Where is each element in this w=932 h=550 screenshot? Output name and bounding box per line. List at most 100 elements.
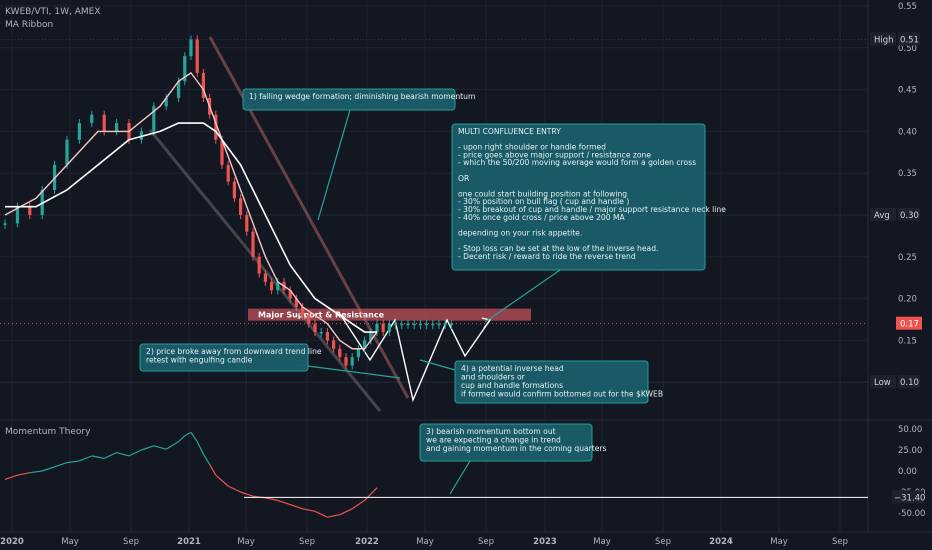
candle-body — [350, 357, 354, 366]
annotation-text: - Stop loss can be set at the low of the… — [458, 244, 658, 253]
candle-body — [257, 256, 261, 274]
time-tick-label: May — [61, 537, 79, 547]
price-tick-label: 0.50 — [898, 44, 917, 54]
momentum-segment — [66, 460, 80, 464]
price-tick-label: 0.55 — [898, 2, 917, 12]
current-price-tag — [896, 316, 922, 330]
candle-body — [301, 306, 305, 316]
momentum-segment — [351, 499, 365, 510]
current-price-value: 0.17 — [900, 320, 919, 330]
candle-body — [418, 323, 422, 326]
momentum-segment — [209, 463, 217, 476]
candle-body — [77, 123, 81, 140]
momentum-segment — [17, 472, 30, 476]
price-tick-label: 0.15 — [898, 336, 917, 346]
time-tick-label: 2022 — [355, 537, 379, 547]
annotations[interactable]: 1) falling wedge formation; diminishing … — [139, 88, 726, 495]
annotation-text: cup and handle formations — [461, 381, 563, 390]
candle-body — [387, 323, 391, 333]
moving-averages — [4, 72, 378, 350]
candle-body — [15, 206, 19, 224]
candle-body — [332, 340, 336, 349]
momentum-segment — [116, 451, 130, 457]
price-tick-label: 0.45 — [898, 86, 917, 96]
annotation-falling-wedge[interactable]: 1) falling wedge formation; diminishing … — [242, 88, 475, 221]
time-tick-label: May — [416, 537, 434, 547]
avg-tag-bg — [870, 208, 896, 221]
momentum-segment — [227, 485, 241, 493]
annotation-pointer — [299, 364, 401, 379]
time-tick-label: 2021 — [177, 537, 201, 547]
time-tick-label: May — [237, 537, 255, 547]
price-tick-label: 0.35 — [898, 169, 917, 179]
candle-body — [276, 281, 280, 291]
annotation-text: - 40% once gold cross / price above 200 … — [458, 213, 626, 222]
annotation-text: MULTI CONFLUENCE ENTRY — [458, 127, 561, 136]
high-value-bg — [898, 32, 920, 46]
candle-body — [183, 56, 187, 82]
low-value-bg — [898, 375, 920, 389]
momentum-segment — [364, 487, 378, 501]
momentum-segment — [277, 499, 291, 506]
candle-body — [344, 357, 348, 366]
momentum-segment — [4, 474, 18, 480]
annotation-text: 2) price broke away from downward trend … — [146, 347, 322, 356]
annotation-text: and shoulders or — [461, 373, 526, 382]
low-tag-label: Low — [874, 378, 891, 388]
momentum-segment — [327, 514, 340, 518]
time-tick-label: 2024 — [709, 537, 733, 547]
annotation-text: - Decent risk / reward to ride the rever… — [458, 252, 636, 261]
momentum-segment — [54, 462, 68, 468]
candle-body — [152, 106, 156, 132]
annotation-text: 3) bearish momentum bottom out — [426, 427, 556, 436]
candle-body — [139, 131, 143, 140]
time-tick-label: Sep — [655, 537, 671, 547]
momentum-tick-label: 25.00 — [898, 446, 922, 456]
candle-body — [251, 231, 255, 257]
annotation-text: - upon right shoulder or handle formed — [458, 143, 606, 152]
annotation-box — [242, 88, 456, 111]
candle-body — [90, 114, 94, 124]
annotation-pointer — [317, 109, 351, 221]
candle-body — [263, 273, 267, 282]
annotation-box — [139, 343, 309, 372]
candle-body — [28, 206, 32, 215]
momentum-tick-label: -50.00 — [898, 509, 925, 519]
candle-body — [164, 97, 168, 107]
annotation-text: 1) falling wedge formation; diminishing … — [249, 92, 475, 101]
candle-body — [412, 323, 416, 326]
annotation-text: and gaining momentum in the coming quart… — [426, 444, 607, 453]
candle-body — [102, 114, 106, 132]
momentum-segment — [141, 445, 154, 451]
time-tick-label: Sep — [299, 537, 315, 547]
time-tick-label: 2020 — [0, 537, 24, 547]
momentum-tick-label: 0.00 — [898, 467, 917, 477]
high-value-label: 0.51 — [900, 35, 919, 45]
momentum-baseline-value: −31.40 — [894, 493, 925, 503]
candle-body — [245, 215, 249, 232]
candle-body — [232, 181, 236, 199]
annotation-text: OR — [458, 174, 470, 183]
inverse-hs-path — [339, 313, 491, 403]
candle-body — [294, 298, 298, 307]
annotation-box — [451, 123, 706, 271]
candle-body — [3, 223, 7, 225]
momentum-segment — [190, 432, 198, 442]
annotation-confluence[interactable]: MULTI CONFLUENCE ENTRY - upon right shoul… — [451, 123, 726, 323]
candle-body — [425, 323, 429, 326]
candle-body — [319, 332, 323, 334]
candle-body — [338, 348, 342, 358]
momentum-segment — [314, 510, 328, 518]
candle-body — [437, 323, 441, 326]
momentum-pane — [4, 431, 868, 518]
annotation-breakout[interactable]: 2) price broke away from downward trend … — [139, 343, 401, 379]
annotation-text: depending on your risk appetite. — [458, 228, 582, 237]
momentum-segment — [91, 455, 105, 459]
candle-body — [375, 323, 379, 333]
momentum-baseline-tag — [892, 490, 924, 504]
annotation-text: - 30% breakout of cup and handle / major… — [458, 205, 726, 214]
